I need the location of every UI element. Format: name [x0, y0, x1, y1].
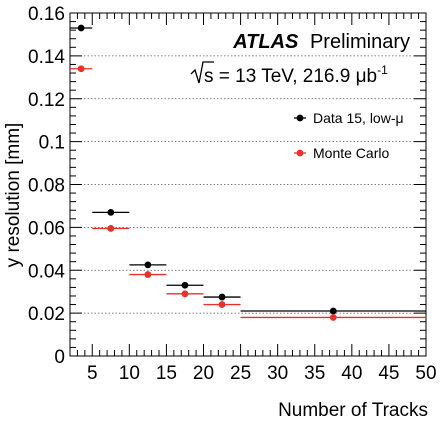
y-tick-label: 0.06: [28, 218, 65, 239]
data-point: [107, 225, 115, 232]
x-tick-label: 45: [378, 363, 399, 384]
y-tick-label: 0.02: [28, 304, 65, 325]
y-tick-label: 0.1: [39, 133, 65, 154]
series-monte-carlo: [70, 65, 426, 321]
x-tick-label: 25: [230, 363, 251, 384]
data-point: [77, 65, 85, 73]
data-point: [218, 301, 226, 308]
energy-text: s = 13 TeV, 216.9 μb-1: [204, 63, 388, 87]
x-tick-label: 35: [304, 363, 325, 384]
y-tick-label: 0.14: [28, 47, 65, 68]
grid-lines: [70, 55, 426, 314]
y-axis-label: y resolution [mm]: [3, 123, 24, 268]
legend: Data 15, low-μ Monte Carlo: [294, 110, 404, 161]
data-point: [144, 261, 152, 269]
x-tick-label: 5: [87, 363, 98, 384]
legend-label: Monte Carlo: [313, 145, 389, 161]
y-tick-label: 0: [54, 347, 65, 368]
data-point: [329, 307, 337, 315]
atlas-label: ATLAS Preliminary: [232, 31, 410, 53]
x-tick-label: 30: [267, 363, 288, 384]
x-tick-label: 10: [119, 363, 140, 384]
legend-marker: [296, 149, 304, 157]
y-tick-label: 0.16: [28, 4, 65, 25]
data-point: [77, 24, 85, 32]
sqrt-symbol: [190, 61, 214, 84]
data-point: [329, 314, 337, 321]
x-tick-label: 40: [341, 363, 362, 384]
legend-label: Data 15, low-μ: [313, 110, 404, 126]
data-point: [107, 208, 115, 216]
atlas-word: ATLAS: [232, 31, 299, 53]
data-point: [218, 293, 226, 301]
series-data: [70, 24, 426, 315]
x-tick-label: 50: [415, 363, 436, 384]
data-point: [181, 281, 189, 289]
legend-marker: [296, 114, 304, 122]
sqrt-s-text: s: [204, 66, 214, 87]
y-tick-label: 0.08: [28, 176, 65, 197]
x-tick-label: 20: [193, 363, 214, 384]
x-tick-labels: 5 10 15 20 25 30 35 40 45 50: [87, 363, 437, 384]
data-markers: [70, 24, 426, 321]
preliminary-word: Preliminary: [310, 31, 410, 53]
lumi-exponent: -1: [377, 63, 388, 77]
energy-lumi-text: = 13 TeV, 216.9 μb: [214, 66, 378, 87]
energy-annotation: s = 13 TeV, 216.9 μb-1: [190, 61, 388, 87]
y-tick-label: 0.12: [28, 90, 65, 111]
x-tick-label: 15: [156, 363, 177, 384]
y-tick-labels: 0 0.02 0.04 0.06 0.08 0.1 0.12 0.14 0.16: [28, 4, 65, 368]
y-tick-label: 0.04: [28, 261, 65, 282]
x-axis-label: Number of Tracks: [278, 400, 428, 421]
data-point: [144, 271, 152, 278]
axis-ticks: [70, 12, 427, 357]
data-point: [181, 290, 189, 298]
